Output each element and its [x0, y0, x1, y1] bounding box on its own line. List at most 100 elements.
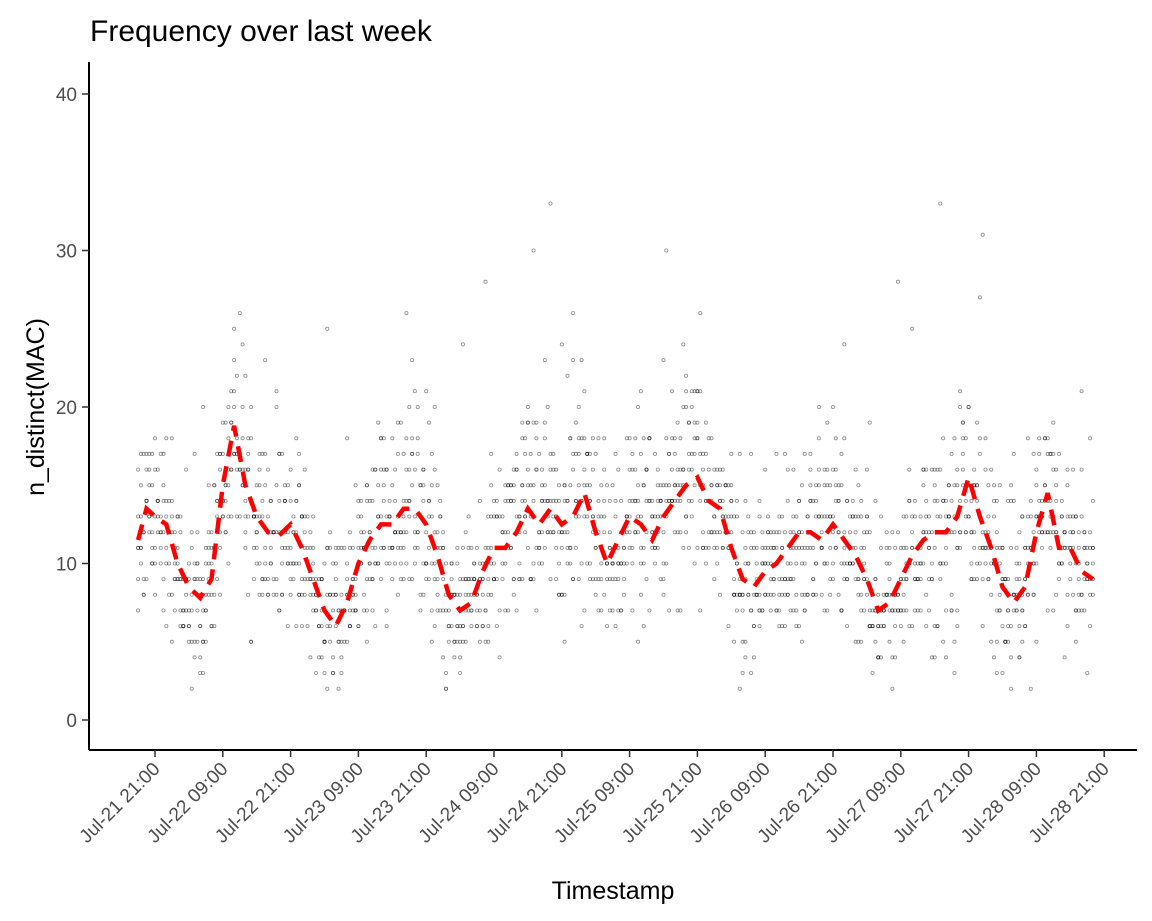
- scatter-point: [797, 530, 802, 535]
- scatter-point: [511, 483, 516, 488]
- scatter-point: [1090, 545, 1095, 550]
- scatter-point: [822, 561, 827, 566]
- scatter-point: [822, 561, 827, 566]
- scatter-point: [291, 514, 296, 519]
- scatter-point: [955, 467, 960, 472]
- scatter-point: [469, 608, 474, 613]
- scatter-point: [158, 451, 163, 456]
- scatter-point: [421, 467, 426, 472]
- scatter-point: [330, 592, 335, 597]
- scatter-point: [305, 514, 310, 519]
- scatter-point: [579, 561, 584, 566]
- scatter-point: [328, 592, 333, 597]
- scatter-point: [732, 592, 737, 597]
- scatter-point: [802, 608, 807, 613]
- scatter-point: [161, 498, 166, 503]
- scatter-point: [850, 514, 855, 519]
- scatter-point: [1037, 436, 1042, 441]
- scatter-point: [1076, 592, 1081, 597]
- scatter-point: [288, 592, 293, 597]
- scatter-point: [667, 498, 672, 503]
- scatter-point: [280, 592, 285, 597]
- scatter-point: [294, 624, 299, 629]
- scatter-point: [364, 483, 369, 488]
- scatter-point: [500, 561, 505, 566]
- scatter-point: [932, 483, 937, 488]
- scatter-point: [935, 624, 940, 629]
- scatter-point: [627, 436, 632, 441]
- scatter-point: [576, 483, 581, 488]
- scatter-point: [497, 608, 502, 613]
- scatter-point: [737, 592, 742, 597]
- scatter-point: [732, 639, 737, 644]
- scatter-point: [870, 624, 875, 629]
- scatter-point: [155, 498, 160, 503]
- scatter-point: [189, 639, 194, 644]
- scatter-point: [542, 420, 547, 425]
- scatter-point: [1045, 451, 1050, 456]
- scatter-point: [562, 498, 567, 503]
- scatter-point: [661, 592, 666, 597]
- scatter-point: [576, 404, 581, 409]
- scatter-point: [223, 483, 228, 488]
- scatter-point: [175, 514, 180, 519]
- scatter-point: [596, 608, 601, 613]
- scatter-point: [805, 545, 810, 550]
- scatter-point: [557, 561, 562, 566]
- scatter-point: [277, 608, 282, 613]
- scatter-point: [1068, 577, 1073, 582]
- scatter-point: [811, 592, 816, 597]
- scatter-point: [311, 561, 316, 566]
- scatter-point: [879, 624, 884, 629]
- scatter-point: [814, 561, 819, 566]
- scatter-point: [562, 483, 567, 488]
- scatter-point: [825, 420, 830, 425]
- scatter-point: [672, 530, 677, 535]
- scatter-point: [915, 577, 920, 582]
- scatter-point: [927, 608, 932, 613]
- scatter-point: [545, 404, 550, 409]
- scatter-point: [1025, 514, 1030, 519]
- scatter-point: [734, 498, 739, 503]
- scatter-point: [384, 467, 389, 472]
- scatter-point: [627, 514, 632, 519]
- scatter-point: [621, 561, 626, 566]
- scatter-point: [695, 389, 700, 394]
- scatter-point: [794, 514, 799, 519]
- scatter-point: [952, 639, 957, 644]
- scatter-point: [480, 577, 485, 582]
- y-tick-label: 40: [56, 85, 77, 106]
- scatter-point: [898, 577, 903, 582]
- scatter-point: [698, 311, 703, 316]
- scatter-point: [672, 483, 677, 488]
- scatter-point: [686, 498, 691, 503]
- scatter-point: [593, 545, 598, 550]
- scatter-point: [268, 561, 273, 566]
- scatter-point: [619, 608, 624, 613]
- scatter-point: [169, 436, 174, 441]
- scatter-point: [746, 561, 751, 566]
- scatter-point: [616, 608, 621, 613]
- scatter-point: [506, 608, 511, 613]
- scatter-point: [870, 608, 875, 613]
- scatter-point: [862, 530, 867, 535]
- scatter-point: [720, 498, 725, 503]
- scatter-point: [531, 248, 536, 253]
- scatter-point: [766, 545, 771, 550]
- scatter-point: [144, 451, 149, 456]
- scatter-point: [975, 577, 980, 582]
- scatter-point: [381, 545, 386, 550]
- scatter-point: [181, 624, 186, 629]
- scatter-point: [805, 514, 810, 519]
- scatter-point: [308, 530, 313, 535]
- scatter-point: [1079, 592, 1084, 597]
- scatter-point: [619, 561, 624, 566]
- scatter-point: [198, 624, 203, 629]
- scatter-point: [559, 592, 564, 597]
- scatter-point: [997, 483, 1002, 488]
- scatter-point: [511, 577, 516, 582]
- scatter-point: [915, 608, 920, 613]
- scatter-point: [723, 483, 728, 488]
- scatter-point: [449, 577, 454, 582]
- scatter-point: [460, 639, 465, 644]
